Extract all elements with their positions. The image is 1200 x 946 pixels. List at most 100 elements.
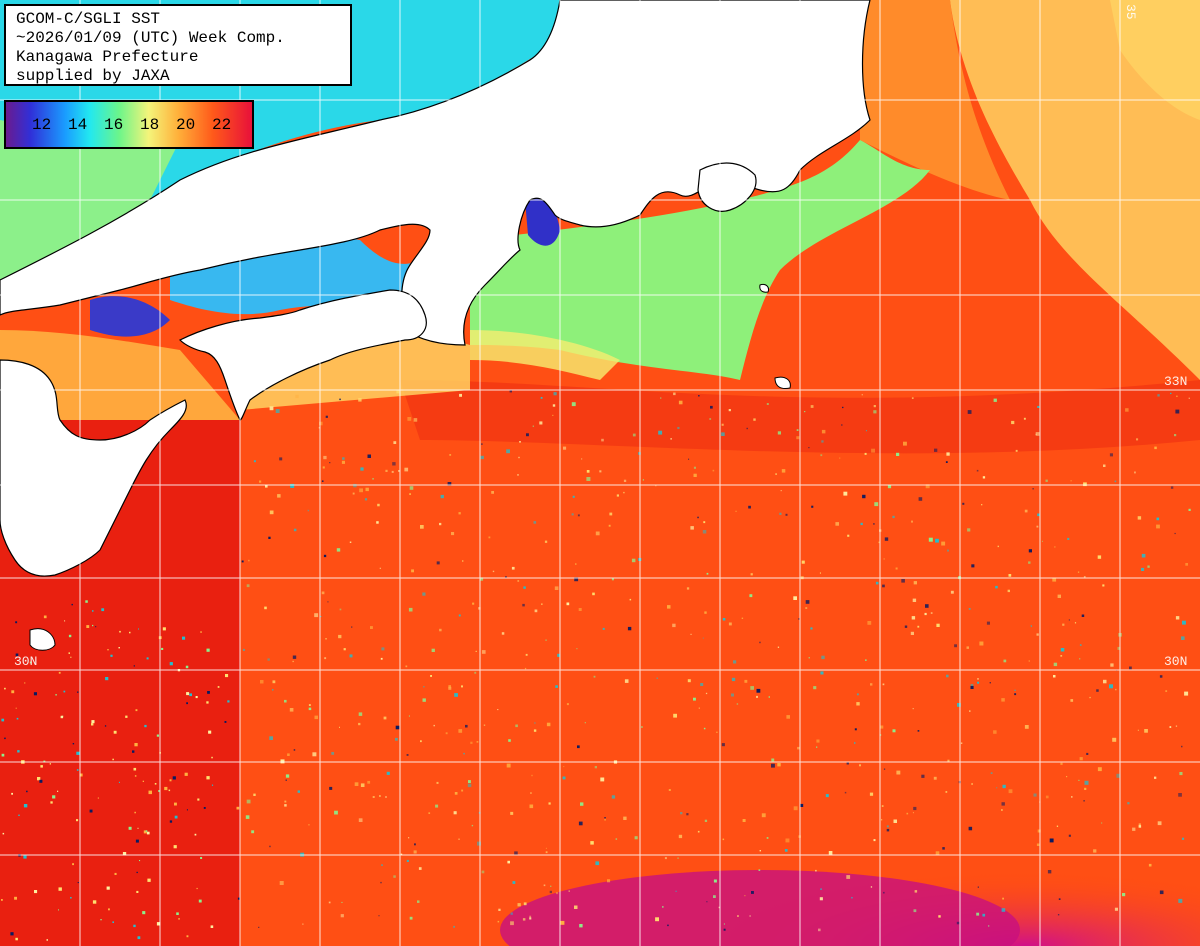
- noise-pixel: [352, 492, 355, 495]
- noise-pixel: [404, 467, 409, 472]
- noise-pixel: [632, 433, 636, 437]
- noise-pixel: [604, 818, 606, 821]
- noise-pixel: [24, 682, 26, 684]
- noise-pixel: [331, 752, 335, 755]
- noise-pixel: [447, 482, 452, 486]
- noise-pixel: [1141, 567, 1145, 571]
- noise-pixel: [324, 657, 327, 660]
- noise-pixel: [168, 789, 171, 792]
- noise-pixel: [285, 779, 287, 781]
- noise-pixel: [750, 573, 753, 576]
- noise-pixel: [864, 452, 867, 455]
- noise-pixel: [655, 917, 659, 922]
- noise-pixel: [988, 925, 990, 927]
- noise-pixel: [579, 924, 583, 928]
- noise-pixel: [417, 900, 420, 903]
- noise-pixel: [383, 716, 387, 720]
- noise-pixel: [1089, 696, 1091, 699]
- noise-pixel: [1001, 802, 1005, 806]
- noise-pixel: [11, 792, 13, 795]
- noise-pixel: [1144, 729, 1148, 733]
- noise-pixel: [775, 473, 777, 475]
- noise-pixel: [673, 713, 677, 718]
- noise-pixel: [341, 901, 343, 903]
- noise-pixel: [458, 729, 463, 733]
- noise-pixel: [960, 742, 963, 744]
- island-miyake: [759, 284, 769, 293]
- noise-pixel: [928, 537, 933, 542]
- noise-pixel: [458, 838, 460, 840]
- noise-pixel: [947, 759, 950, 762]
- noise-pixel: [616, 494, 619, 497]
- noise-pixel: [1122, 893, 1126, 897]
- noise-pixel: [519, 441, 521, 443]
- noise-pixel: [118, 647, 120, 649]
- noise-pixel: [546, 722, 551, 727]
- noise-pixel: [1115, 688, 1117, 691]
- noise-pixel: [977, 886, 979, 888]
- noise-pixel: [896, 770, 901, 775]
- noise-pixel: [18, 814, 20, 816]
- noise-pixel: [966, 646, 969, 649]
- noise-pixel: [86, 625, 90, 628]
- noise-pixel: [529, 917, 532, 920]
- noise-pixel: [744, 679, 748, 683]
- noise-pixel: [531, 774, 533, 777]
- noise-pixel: [1178, 793, 1182, 797]
- noise-pixel: [733, 660, 737, 664]
- noise-pixel: [873, 839, 876, 842]
- noise-pixel: [1037, 513, 1040, 517]
- noise-pixel: [976, 469, 979, 472]
- noise-pixel: [1184, 691, 1189, 696]
- noise-pixel: [184, 772, 188, 776]
- noise-pixel: [491, 491, 494, 494]
- noise-pixel: [146, 657, 149, 660]
- noise-pixel: [137, 936, 141, 940]
- noise-pixel: [517, 580, 520, 582]
- noise-pixel: [453, 925, 455, 928]
- noise-pixel: [1070, 480, 1072, 482]
- noise-pixel: [379, 795, 381, 797]
- noise-pixel: [1137, 516, 1142, 520]
- noise-pixel: [395, 725, 400, 730]
- noise-pixel: [451, 532, 455, 536]
- scale-label-20: 20: [176, 116, 196, 134]
- noise-pixel: [544, 540, 548, 543]
- noise-pixel: [10, 932, 14, 936]
- noise-pixel: [211, 756, 213, 759]
- noise-pixel: [264, 606, 267, 610]
- noise-pixel: [819, 897, 823, 901]
- noise-pixel: [269, 510, 274, 515]
- noise-pixel: [195, 696, 198, 699]
- noise-pixel: [129, 631, 131, 634]
- noise-pixel: [736, 703, 739, 705]
- noise-pixel: [91, 720, 95, 724]
- noise-pixel: [1114, 480, 1117, 483]
- noise-pixel: [358, 722, 361, 726]
- noise-pixel: [1052, 577, 1057, 582]
- noise-pixel: [539, 421, 543, 425]
- noise-pixel: [526, 433, 529, 437]
- noise-pixel: [413, 850, 417, 854]
- noise-pixel: [698, 395, 700, 397]
- noise-pixel: [906, 812, 909, 815]
- noise-pixel: [946, 674, 949, 678]
- noise-pixel: [422, 592, 426, 596]
- noise-pixel: [668, 789, 671, 791]
- noise-pixel: [92, 624, 94, 627]
- noise-pixel: [771, 758, 775, 762]
- noise-pixel: [349, 541, 352, 543]
- noise-pixel: [756, 688, 761, 693]
- noise-pixel: [1176, 395, 1178, 397]
- noise-pixel: [1102, 584, 1105, 587]
- noise-pixel: [779, 512, 782, 515]
- noise-pixel: [781, 469, 786, 473]
- noise-pixel: [871, 448, 875, 453]
- noise-pixel: [796, 436, 800, 440]
- noise-pixel: [970, 685, 974, 689]
- noise-pixel: [813, 686, 817, 690]
- noise-pixel: [856, 702, 860, 706]
- noise-pixel: [1112, 737, 1117, 742]
- noise-pixel: [461, 685, 463, 688]
